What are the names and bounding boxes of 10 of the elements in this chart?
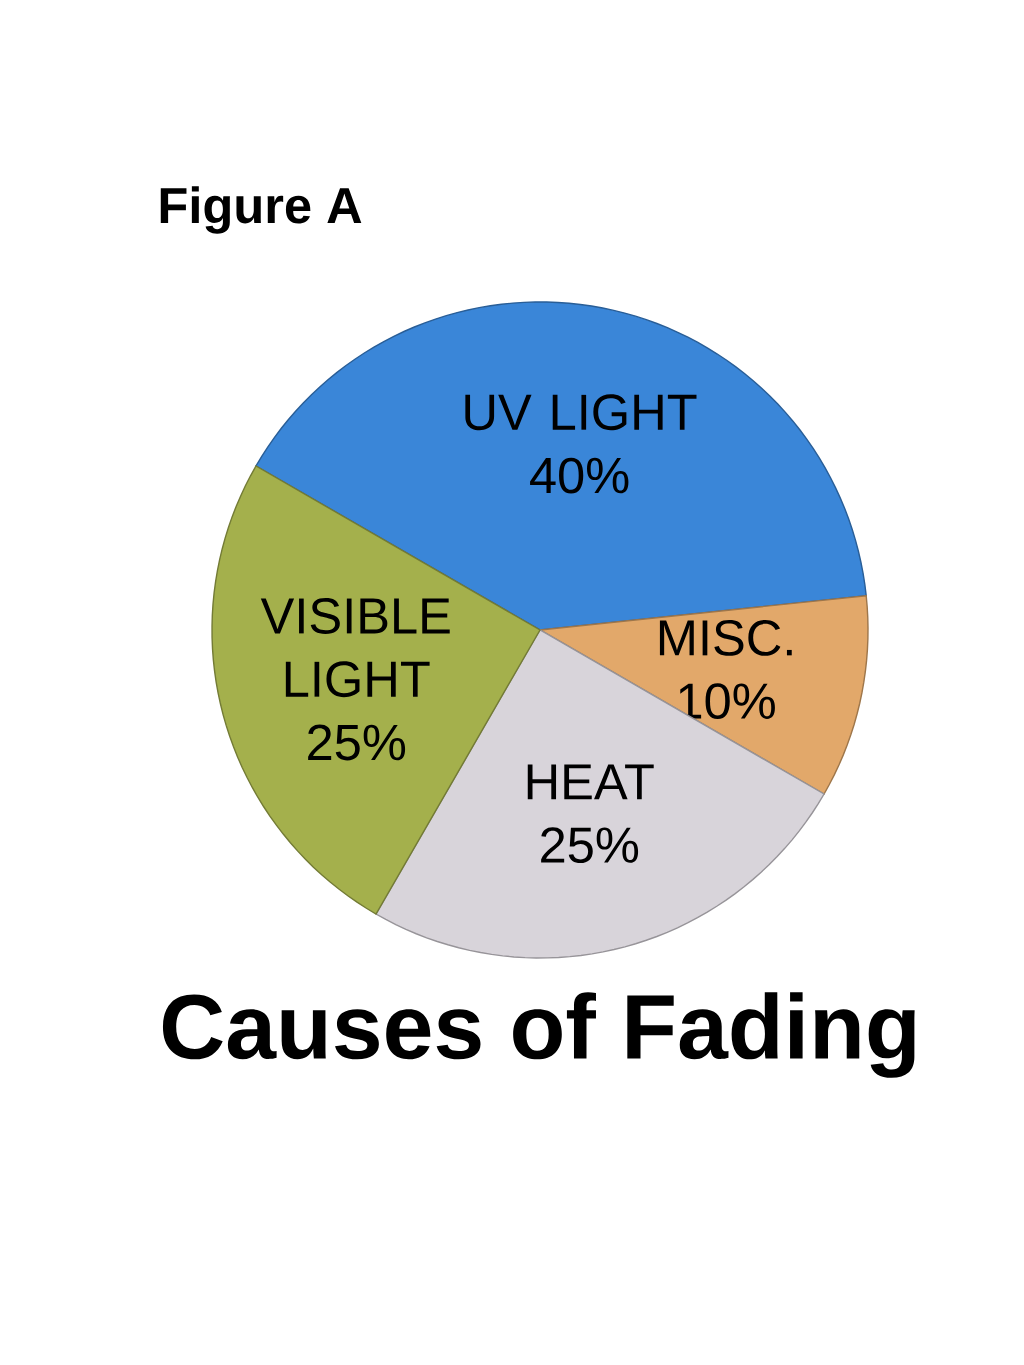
text: Figure A <box>160 186 362 234</box>
slice-label: HEAT <box>527 764 654 800</box>
data-label: 10% <box>679 683 775 720</box>
data-label: 40% <box>530 457 629 494</box>
slice-label: MISC. <box>659 620 792 656</box>
slice-label: VISIBLE LIGHT <box>260 598 450 698</box>
data-label: 25% <box>541 827 639 864</box>
slice-label: UV LIGHT <box>465 394 697 431</box>
text: Causes of Fading <box>162 992 915 1078</box>
data-label: 25% <box>308 724 406 761</box>
